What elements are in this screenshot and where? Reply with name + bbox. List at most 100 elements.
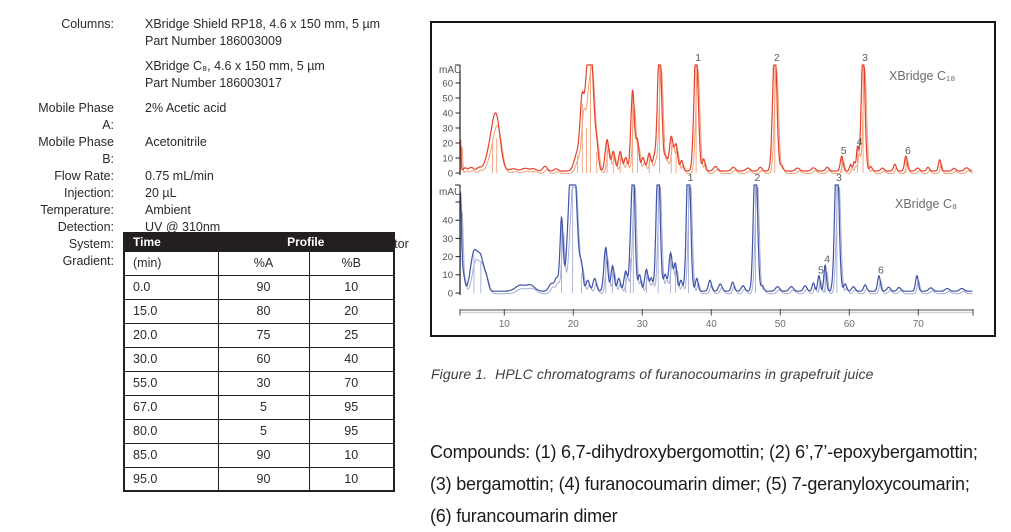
gradient-cell: 5: [217, 394, 310, 420]
y-tick-label: 30: [442, 234, 453, 245]
method-row: Temperature: Ambient: [28, 202, 409, 219]
method-value-line: Part Number 186003017: [145, 76, 282, 90]
method-value: 2% Acetic acid: [145, 100, 226, 134]
method-label: [28, 58, 114, 92]
y-tick-label: 0: [448, 288, 453, 299]
trace-secondary: [459, 67, 973, 174]
gradient-row: 67.0 5 95: [123, 394, 395, 420]
trace-title: XBridge C₁₈: [889, 69, 955, 83]
gradient-cell: 55.0: [123, 370, 219, 396]
peak-number-label: 6: [878, 265, 884, 277]
method-value-line: UV @ 310nm: [145, 220, 221, 234]
gradient-cell: 85.0: [123, 442, 219, 468]
y-tick-label: 0: [448, 168, 453, 179]
method-value-line: Part Number 186003009: [145, 34, 282, 48]
gradient-cell: 10: [308, 274, 395, 300]
y-tick-label: 10: [442, 270, 453, 281]
method-row: Mobile Phase A: 2% Acetic acid: [28, 100, 409, 134]
y-tick-label: 30: [442, 123, 453, 134]
method-value: Ambient: [145, 202, 191, 219]
y-axis-label: mAU: [439, 65, 461, 76]
x-tick-label: 70: [913, 319, 925, 330]
x-tick-label: 40: [706, 319, 718, 330]
gradient-subheader-pct-b: %B: [308, 250, 395, 276]
method-value-line: Acetonitrile: [145, 135, 207, 149]
gradient-cell: 70: [308, 370, 395, 396]
gradient-cell: 80.0: [123, 418, 219, 444]
trace-primary: [459, 184, 973, 292]
gradient-cell: 20: [308, 298, 395, 324]
gradient-cell: 0.0: [123, 274, 219, 300]
gradient-subheader-min: (min): [123, 250, 219, 276]
gradient-row: 0.0 90 10: [123, 274, 395, 300]
trace-title: XBridge C₈: [895, 197, 957, 211]
peak-number-label: 3: [862, 52, 868, 64]
gradient-cell: 67.0: [123, 394, 219, 420]
gradient-cell: 30.0: [123, 346, 219, 372]
gradient-cell: 80: [217, 298, 310, 324]
method-label: Mobile Phase A:: [38, 101, 114, 132]
peak-number-label: 3: [836, 172, 842, 184]
gradient-cell: 95: [308, 394, 395, 420]
x-tick-label: 50: [775, 319, 787, 330]
gradient-subheader-pct-a: %A: [217, 250, 310, 276]
gradient-cell: 20.0: [123, 322, 219, 348]
trace-secondary: [459, 186, 973, 295]
compounds-line: Compounds: (1) 6,7-dihydroxybergomottin;…: [430, 442, 978, 462]
method-value: UV @ 310nm: [145, 219, 220, 236]
compounds-text: Compounds: (1) 6,7-dihydroxybergomottin;…: [430, 436, 1010, 532]
gradient-row: 80.0 5 95: [123, 418, 395, 444]
gradient-row: 95.0 90 10: [123, 466, 395, 492]
peak-number-label: 1: [688, 172, 694, 184]
gradient-cell: 40: [308, 346, 395, 372]
gradient-cell: 90: [217, 466, 310, 492]
method-value: XBridge Shield RP18, 4.6 x 150 mm, 5 µm P…: [145, 16, 380, 50]
gradient-cell: 30: [217, 370, 310, 396]
y-tick-label: 60: [442, 78, 453, 89]
gradient-header-time: Time: [123, 232, 219, 252]
gradient-row: 85.0 90 10: [123, 442, 395, 468]
gradient-cell: 10: [308, 466, 395, 492]
chromatogram-panel: 10 20 30 40 50 60 70 0 10 20 30 40 50 60 mAU XBridge C₁…: [430, 21, 996, 337]
peak-number-label: 1: [695, 52, 701, 64]
method-value: XBridge C₈, 4.6 x 150 mm, 5 µm Part Numbe…: [145, 58, 325, 92]
peak-number-label: 2: [755, 172, 761, 184]
method-label: Detection:: [57, 220, 114, 234]
peak-number-label: 4: [824, 254, 830, 266]
x-tick-label: 10: [499, 319, 511, 330]
method-value-line: XBridge Shield RP18, 4.6 x 150 mm, 5 µm: [145, 17, 381, 31]
method-value-line: Ambient: [145, 203, 191, 217]
gradient-cell: 90: [217, 442, 310, 468]
y-tick-label: 20: [442, 252, 453, 263]
method-row: Mobile Phase B: Acetonitrile: [28, 134, 409, 168]
method-value-line: 20 µL: [145, 186, 177, 200]
method-row: Gradient:: [28, 253, 409, 270]
method-row: Injection: 20 µL: [28, 185, 409, 202]
method-value-line: 0.75 mL/min: [145, 169, 214, 183]
gradient-cell: 25: [308, 322, 395, 348]
peak-number-label: 5: [818, 265, 824, 277]
gradient-table-body: 0.0 90 10 15.0 80 20 20.0 75 25 30.0 60 40 55.0 30 70 6…: [123, 274, 395, 492]
gradient-cell: 90: [217, 274, 310, 300]
gradient-cell: 60: [217, 346, 310, 372]
method-value: Acetonitrile: [145, 134, 207, 168]
method-row: Flow Rate: 0.75 mL/min: [28, 168, 409, 185]
figure-caption: Figure 1. HPLC chromatograms of furanoco…: [431, 366, 874, 382]
method-label: Flow Rate:: [54, 169, 114, 183]
method-label: Temperature:: [40, 203, 114, 217]
method-label: Gradient:: [62, 254, 114, 268]
compounds-line: (3) bergamottin; (4) furanocoumarin dime…: [430, 474, 970, 494]
method-row: Columns: XBridge Shield RP18, 4.6 x 150 m…: [28, 16, 409, 50]
gradient-cell: 10: [308, 442, 395, 468]
gradient-cell: 95: [308, 418, 395, 444]
gradient-header-profile: Profile: [217, 232, 395, 252]
gradient-row: 30.0 60 40: [123, 346, 395, 372]
trace-primary: [459, 64, 973, 172]
method-value: 0.75 mL/min: [145, 168, 214, 185]
method-label: Injection:: [63, 186, 114, 200]
method-label: Columns:: [61, 17, 114, 31]
y-tick-label: 50: [442, 93, 453, 104]
method-row: XBridge C₈, 4.6 x 150 mm, 5 µm Part Numbe…: [28, 58, 409, 92]
